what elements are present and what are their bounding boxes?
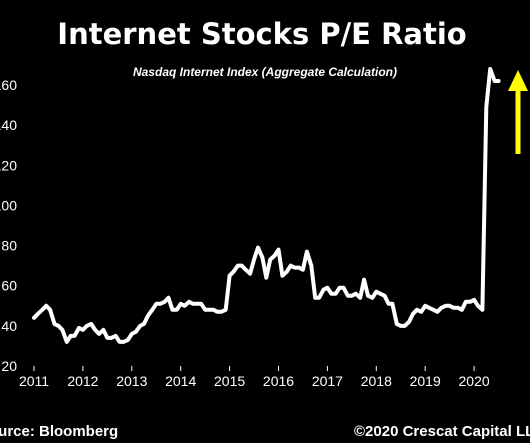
y-tick-label: 80 <box>1 238 17 254</box>
series-layer <box>32 66 501 344</box>
x-tick-label: 2018 <box>361 373 392 389</box>
trend-arrow-icon <box>508 70 528 154</box>
chart-subtitle: Nasdaq Internet Index (Aggregate Calcula… <box>133 65 397 79</box>
y-tick-label: 120 <box>0 157 17 173</box>
copyright-label: ©2020 Crescat Capital LLC <box>354 423 530 440</box>
x-axis-ticks: 2011 2012 2013 2014 2015 2016 2017 2018 2019 2020 <box>19 366 490 389</box>
arrow-head <box>508 70 528 91</box>
y-tick-label: 20 <box>1 358 17 374</box>
x-tick-label: 2017 <box>312 373 343 389</box>
y-tick-label: 40 <box>1 318 17 334</box>
y-tick-label: 140 <box>0 117 17 133</box>
x-tick-label: 2012 <box>67 373 98 389</box>
y-tick-label: 60 <box>1 278 17 294</box>
y-axis-ticks: 20 40 60 80 100 120 140 160 <box>0 77 17 374</box>
y-tick-label: 160 <box>0 77 17 93</box>
x-tick-label: 2014 <box>165 373 196 389</box>
source-label: Source: Bloomberg <box>0 423 118 440</box>
x-tick-label: 2015 <box>214 373 245 389</box>
x-tick-label: 2019 <box>410 373 441 389</box>
chart-title: Internet Stocks P/E Ratio <box>57 17 466 51</box>
x-tick-label: 2011 <box>19 373 49 389</box>
x-tick-label: 2016 <box>263 373 294 389</box>
y-tick-label: 100 <box>0 197 17 213</box>
x-tick-label: 2020 <box>459 373 490 389</box>
series-line-0 <box>32 66 501 344</box>
x-tick-label: 2013 <box>116 373 147 389</box>
